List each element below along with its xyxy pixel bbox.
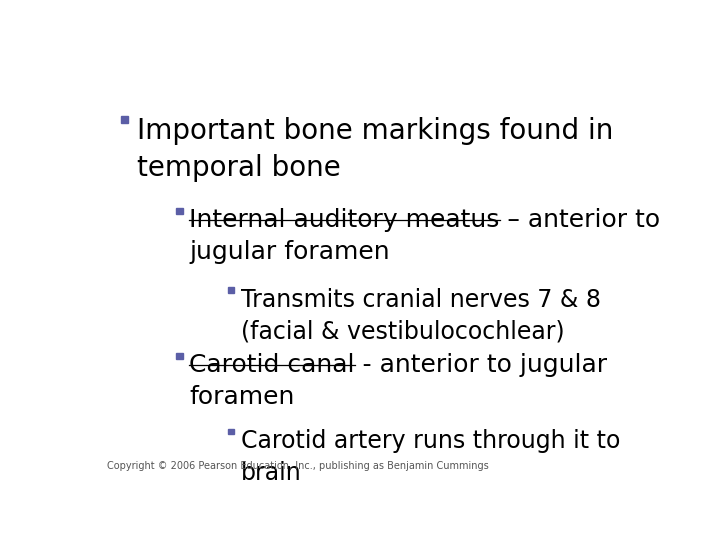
Text: Important bone markings found in
temporal bone: Important bone markings found in tempora… (138, 117, 614, 181)
Bar (228, 287, 234, 293)
Bar (121, 116, 128, 124)
Text: Carotid canal - anterior to jugular
foramen: Carotid canal - anterior to jugular fora… (189, 353, 608, 409)
Text: Transmits cranial nerves 7 & 8
(facial & vestibulocochlear): Transmits cranial nerves 7 & 8 (facial &… (240, 288, 600, 343)
Bar (176, 353, 183, 359)
Text: Internal auditory meatus – anterior to
jugular foramen: Internal auditory meatus – anterior to j… (189, 208, 660, 264)
Text: Copyright © 2006 Pearson Education, Inc., publishing as Benjamin Cummings: Copyright © 2006 Pearson Education, Inc.… (107, 462, 488, 471)
Text: Carotid artery runs through it to
brain: Carotid artery runs through it to brain (240, 429, 620, 484)
Bar (228, 429, 234, 434)
Bar (176, 208, 183, 214)
